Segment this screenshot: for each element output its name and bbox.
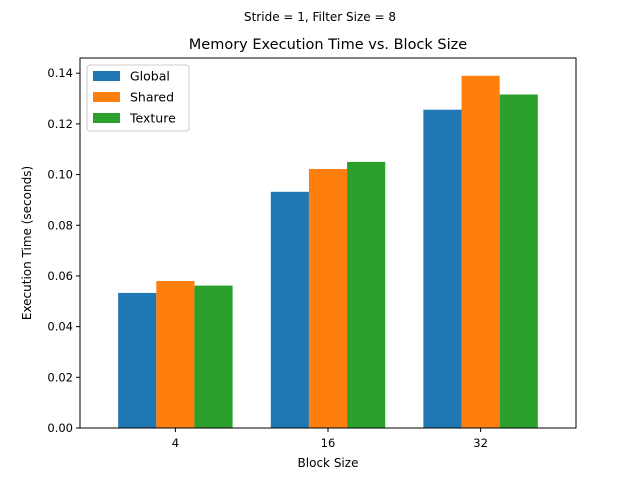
y-tick-label: 0.14	[47, 66, 73, 80]
ticks-layer: 0.00 0.02 0.04 0.06 0.08 0.10 0.12 0.14 4 16 32	[47, 66, 488, 450]
bar-shared-4	[156, 281, 195, 428]
y-tick-label: 0.04	[47, 320, 73, 334]
y-tick-label: 0.06	[47, 269, 73, 283]
bar-global-4	[118, 292, 157, 428]
y-tick-label: 0.02	[47, 370, 73, 384]
bar-texture-16	[347, 161, 386, 428]
plot-frame	[79, 57, 577, 429]
bar-texture-4	[194, 285, 233, 428]
legend-swatch-shared	[93, 92, 120, 102]
legend-label-texture: Texture	[129, 111, 176, 126]
chart-title: Memory Execution Time vs. Block Size	[189, 37, 467, 53]
x-tick-label: 32	[473, 436, 488, 450]
legend: Global Shared Texture	[86, 64, 190, 132]
bar-global-32	[423, 109, 462, 428]
bar-shared-16	[308, 169, 348, 428]
bar-shared-32	[461, 75, 500, 429]
y-tick-label: 0.08	[47, 218, 73, 232]
bars-layer	[118, 75, 538, 429]
legend-swatch-global	[93, 71, 120, 81]
x-axis-label: Block Size	[298, 456, 359, 470]
legend-swatch-texture	[93, 113, 120, 123]
x-tick-label: 4	[172, 436, 179, 450]
y-axis-label: Execution Time (seconds)	[20, 166, 34, 320]
bar-texture-32	[499, 94, 538, 428]
chart-suptitle: Stride = 1, Filter Size = 8	[244, 10, 396, 24]
legend-label-global: Global	[130, 69, 170, 84]
y-tick-label: 0.12	[47, 117, 73, 131]
y-tick-label: 0.00	[47, 421, 73, 435]
y-tick-label: 0.10	[47, 168, 73, 182]
bar-global-16	[270, 191, 309, 428]
x-tick-label: 16	[321, 436, 336, 450]
legend-label-shared: Shared	[130, 90, 174, 105]
